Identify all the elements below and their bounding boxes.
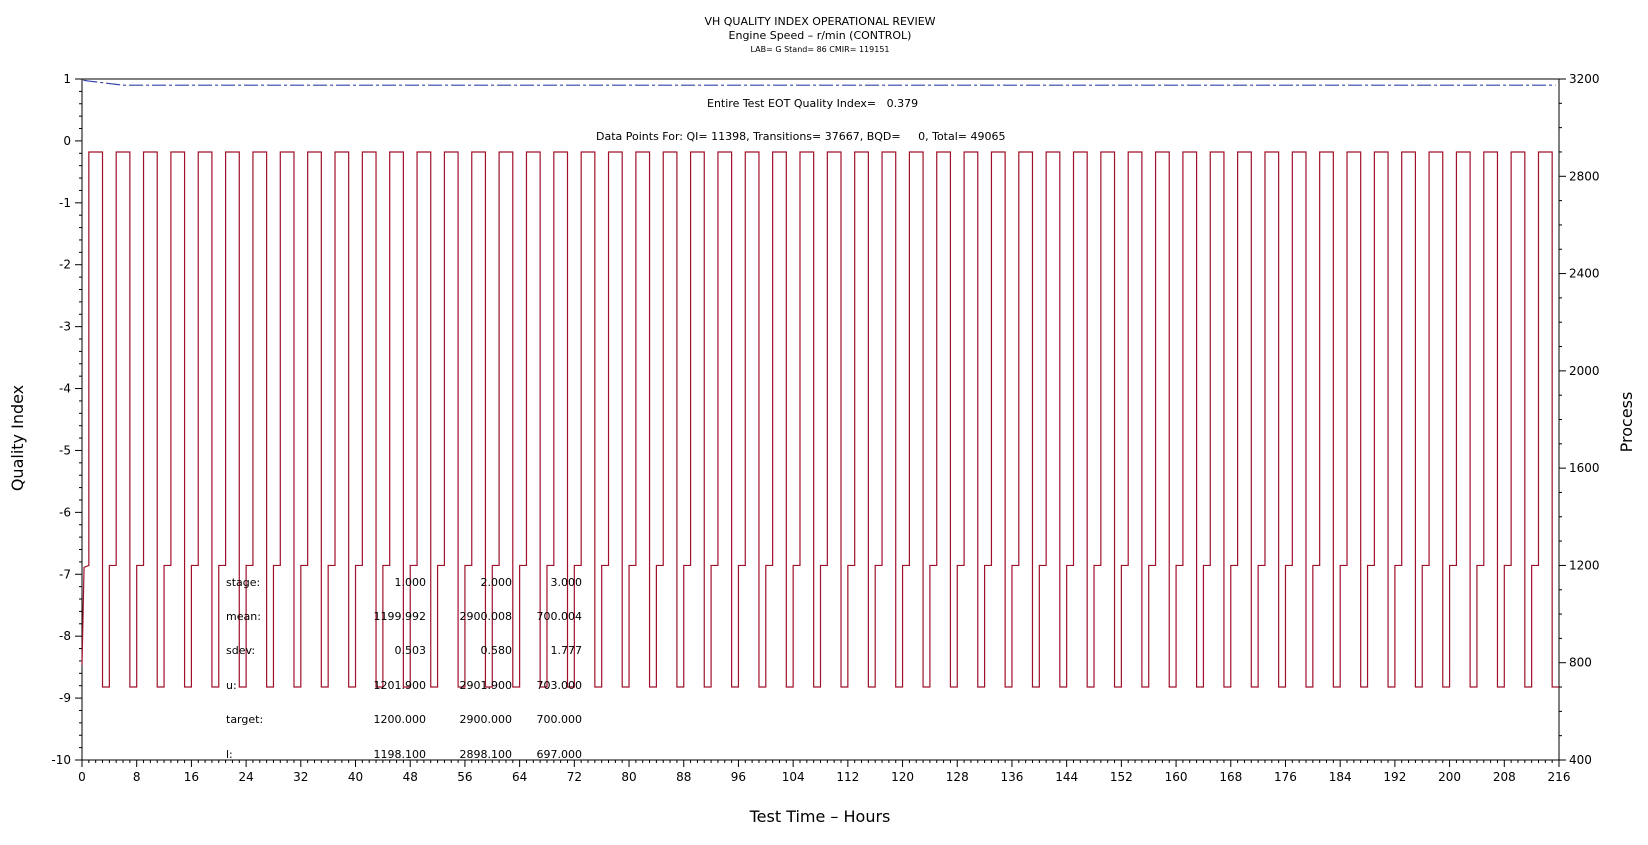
stats-row-label: l: [226,748,233,761]
chart-subtitle: Engine Speed – r/min (CONTROL) [729,29,912,42]
x-tick-label: 88 [676,770,691,784]
right-tick-label: 400 [1569,753,1592,767]
stats-value: 1199.992 [374,610,427,623]
left-tick-label: -1 [59,196,71,210]
left-tick-label: -8 [59,629,71,643]
stats-value: 697.000 [537,748,583,761]
x-tick-label: 48 [403,770,418,784]
stats-value: 0.503 [395,644,427,657]
stage-statistics-table: stage: mean: sdev: u: target: l: 1.000 1199.992… [226,576,582,761]
x-tick-label: 112 [836,770,859,784]
right-tick-label: 800 [1569,656,1592,670]
x-tick-label: 144 [1055,770,1078,784]
right-axis-label: Process [1617,392,1636,453]
stats-value: 2901.900 [460,679,513,692]
x-tick-label: 96 [731,770,746,784]
left-tick-label: -3 [59,320,71,334]
x-tick-label: 168 [1219,770,1242,784]
stats-value: 700.000 [537,713,583,726]
x-tick-label: 72 [567,770,582,784]
right-tick-label: 1600 [1569,461,1600,475]
x-tick-label: 104 [782,770,805,784]
x-tick-label: 152 [1110,770,1133,784]
chart-title: VH QUALITY INDEX OPERATIONAL REVIEW [704,15,935,28]
x-tick-label: 200 [1438,770,1461,784]
x-tick-label: 24 [238,770,253,784]
stats-row-label: u: [226,679,237,692]
right-tick-label: 2000 [1569,364,1600,378]
x-tick-label: 16 [184,770,199,784]
stats-value: 703.000 [537,679,583,692]
annotation-data-points: Data Points For: QI= 11398, Transitions=… [596,130,1006,143]
stats-value: 2900.000 [460,713,513,726]
stats-value: 1198.100 [374,748,427,761]
x-tick-label: 176 [1274,770,1297,784]
x-tick-label: 64 [512,770,527,784]
stats-row-label: target: [226,713,263,726]
stats-value: 1201.900 [374,679,427,692]
x-tick-label: 184 [1329,770,1352,784]
stats-row-label: stage: [226,576,260,589]
stats-value: 1.000 [395,576,427,589]
stats-value: 1.777 [551,644,583,657]
stats-value: 2900.008 [460,610,513,623]
x-tick-label: 216 [1548,770,1571,784]
left-tick-label: -6 [59,505,71,519]
x-tick-label: 0 [78,770,86,784]
x-tick-label: 192 [1383,770,1406,784]
x-tick-label: 136 [1001,770,1024,784]
right-tick-label: 2400 [1569,267,1600,281]
x-tick-label: 120 [891,770,914,784]
left-tick-label: -10 [51,753,71,767]
left-tick-label: -9 [59,691,71,705]
right-tick-label: 3200 [1569,72,1600,86]
x-tick-label: 80 [621,770,636,784]
stats-value: 700.004 [537,610,583,623]
x-tick-label: 56 [457,770,472,784]
quality-index-series-line [83,79,1556,86]
x-axis-label: Test Time – Hours [749,807,891,826]
x-tick-label: 40 [348,770,363,784]
stats-row-label: sdev: [226,644,255,657]
x-tick-label: 208 [1493,770,1516,784]
left-tick-label: -5 [59,443,71,457]
left-axis-label: Quality Index [8,385,27,491]
stats-row-label: mean: [226,610,261,623]
x-tick-label: 8 [133,770,141,784]
right-tick-label: 2800 [1569,169,1600,183]
x-tick-label: 128 [946,770,969,784]
left-tick-label: -4 [59,382,71,396]
right-axis-ticks: 400 800 1200 1600 2000 2400 2800 3200 [1559,72,1600,767]
process-series-line [81,151,1559,688]
annotation-quality-index: Entire Test EOT Quality Index= 0.379 [707,97,918,110]
x-axis-ticks: 0 8 16 24 32 40 48 56 64 72 80 88 96 104 112 120 128 136 1… [78,760,1570,784]
stats-value: 1200.000 [374,713,427,726]
stats-value: 2898.100 [460,748,513,761]
left-tick-label: -7 [59,567,71,581]
left-tick-label: 1 [63,72,71,86]
left-tick-label: 0 [63,134,71,148]
stats-value: 0.580 [481,644,513,657]
chart-subsubtitle: LAB= G Stand= 86 CMIR= 119151 [750,45,889,54]
x-tick-label: 160 [1165,770,1188,784]
left-axis-ticks: 1 0 -1 -2 -3 -4 -5 -6 -7 -8 -9 -10 [51,72,82,767]
right-tick-label: 1200 [1569,558,1600,572]
x-tick-label: 32 [293,770,308,784]
stats-value: 3.000 [551,576,583,589]
left-tick-label: -2 [59,258,71,272]
stats-value: 2.000 [481,576,513,589]
